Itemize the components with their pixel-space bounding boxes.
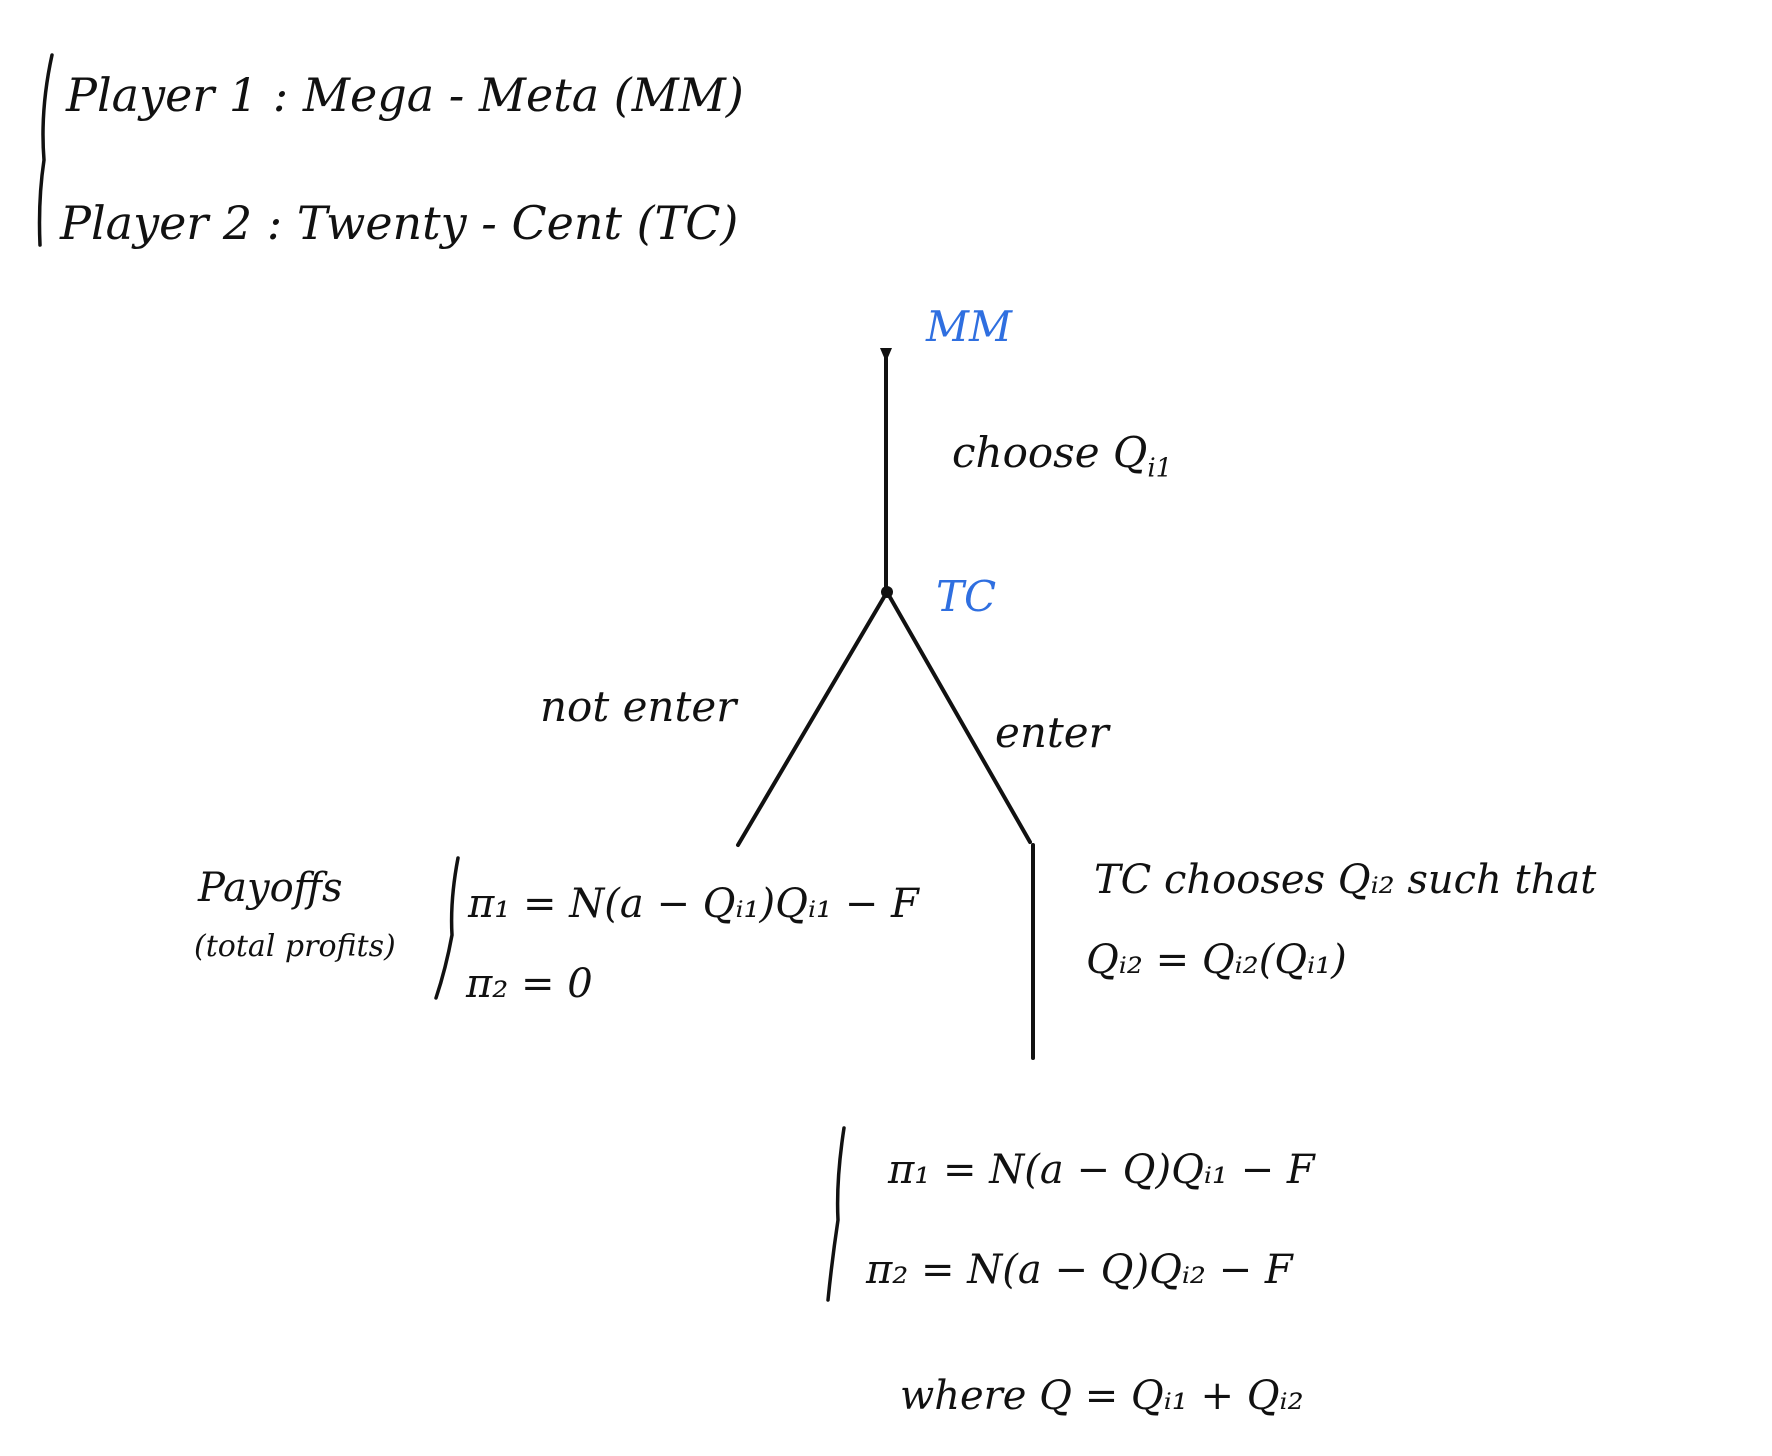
payoffs-label: Payoffs [198, 865, 343, 911]
left-branch-edge [736, 590, 889, 847]
node2-player-label: TC [936, 572, 997, 621]
root-action-text: choose Q [952, 428, 1148, 477]
left-branch-label: not enter [540, 682, 737, 731]
right-branch-label: enter [995, 708, 1109, 757]
right-pi2: π₂ = N(a − Q)Qᵢ₂ − F [866, 1247, 1293, 1293]
player1-label: Player 1 : Mega - Meta (MM) [66, 68, 744, 122]
root-player-label: MM [926, 302, 1013, 351]
root-action-subscript: i1 [1147, 453, 1173, 484]
right-payoffs-brace [826, 1126, 846, 1302]
right-branch-edge [885, 590, 1032, 844]
left-pi2: π₂ = 0 [466, 961, 593, 1007]
right-pi1: π₁ = N(a − Q)Qᵢ₁ − F [888, 1147, 1315, 1193]
root-action-label: choose Qi1 [952, 432, 1173, 484]
players-brace [37, 53, 54, 247]
tc-choice-line2: Qᵢ₂ = Qᵢ₂(Qᵢ₁) [1086, 937, 1347, 983]
where-total-quantity: where Q = Qᵢ₁ + Qᵢ₂ [900, 1373, 1304, 1419]
left-payoffs-brace [434, 856, 460, 1000]
total-profits-label: (total profits) [194, 929, 396, 964]
left-pi1: π₁ = N(a − Qᵢ₁)Qᵢ₁ − F [468, 881, 919, 927]
tc-choice-line1: TC chooses Qᵢ₂ such that [1094, 857, 1597, 903]
player2-label: Player 2 : Twenty - Cent (TC) [60, 196, 739, 250]
